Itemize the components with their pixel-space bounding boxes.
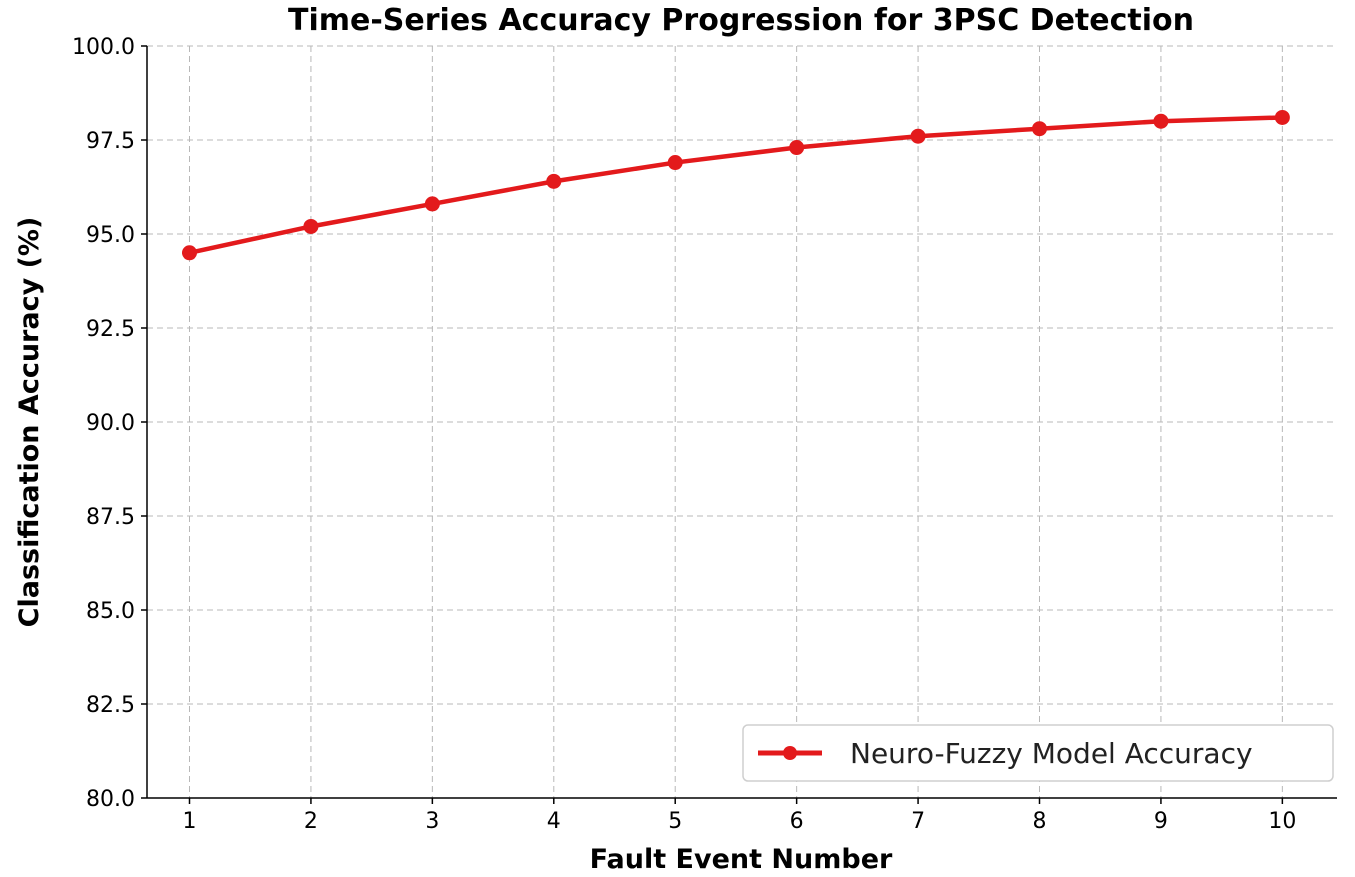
data-point xyxy=(546,173,562,189)
y-tick-label: 82.5 xyxy=(86,693,135,718)
data-point xyxy=(1153,113,1169,129)
x-tick-label: 1 xyxy=(183,809,197,834)
data-point xyxy=(424,196,440,212)
y-tick-label: 95.0 xyxy=(86,223,135,248)
x-tick-label: 10 xyxy=(1268,809,1296,834)
y-tick-label: 92.5 xyxy=(86,317,135,342)
y-axis-label: Classification Accuracy (%) xyxy=(14,217,45,628)
x-tick-label: 6 xyxy=(790,809,804,834)
x-axis-label: Fault Event Number xyxy=(590,844,893,875)
x-tick-label: 7 xyxy=(911,809,925,834)
series-group xyxy=(182,109,1290,261)
y-tick-label: 85.0 xyxy=(86,599,135,624)
y-tick-label: 90.0 xyxy=(86,411,135,436)
data-point xyxy=(667,155,683,171)
y-tick-label: 97.5 xyxy=(86,129,135,154)
y-tick-label: 80.0 xyxy=(86,787,135,812)
legend-label: Neuro-Fuzzy Model Accuracy xyxy=(850,737,1253,770)
grid xyxy=(147,45,1337,799)
legend-marker xyxy=(783,746,797,760)
legend-box xyxy=(742,724,1334,782)
x-tick-label: 9 xyxy=(1154,809,1168,834)
x-tick-label: 2 xyxy=(304,809,318,834)
data-point xyxy=(1032,121,1047,137)
y-tick-label: 87.5 xyxy=(86,505,135,530)
data-point xyxy=(910,128,926,144)
data-point xyxy=(182,245,197,261)
tick-labels: 1 2 3 4 5 6 7 8 9 10 80.0 82.5 85.0 87.5 90.0 92.5 95.0 9… xyxy=(72,35,1296,834)
legend: Neuro-Fuzzy Model Accuracy xyxy=(742,724,1334,782)
data-point xyxy=(303,218,319,234)
y-tick-label: 100.0 xyxy=(72,35,135,60)
x-tick-label: 8 xyxy=(1033,809,1047,834)
chart-title: Time-Series Accuracy Progression for 3PS… xyxy=(288,3,1194,38)
data-point xyxy=(1274,109,1290,125)
x-tick-label: 4 xyxy=(547,809,561,834)
axes xyxy=(141,45,1337,804)
series-line xyxy=(187,115,1285,256)
x-tick-label: 3 xyxy=(425,809,439,834)
x-tick-label: 5 xyxy=(668,809,682,834)
data-point xyxy=(789,140,805,156)
